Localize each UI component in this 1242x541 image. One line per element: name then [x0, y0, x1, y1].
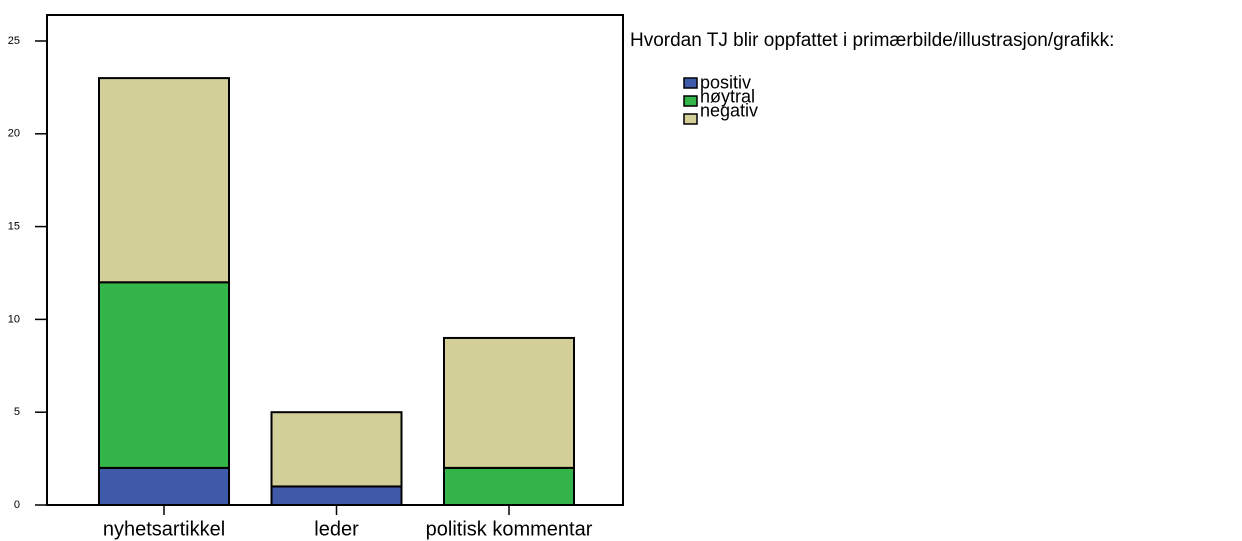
y-tick-label: 20	[8, 128, 20, 140]
y-tick-label: 15	[8, 220, 20, 232]
legend-swatch	[683, 95, 698, 107]
bar-segment	[98, 466, 230, 506]
bar-segment	[98, 281, 230, 469]
x-tick-label: leder	[314, 518, 359, 540]
y-tick-label: 5	[14, 406, 20, 418]
bar-segment	[270, 485, 403, 506]
bar-segment	[443, 466, 575, 506]
legend-swatch	[683, 113, 698, 125]
legend-title: Hvordan TJ blir oppfattet i primærbilde/…	[630, 30, 1114, 51]
x-tick-label: politisk kommentar	[426, 518, 593, 540]
bar-segment	[98, 77, 230, 284]
y-tick-label: 25	[8, 35, 20, 47]
bar-segment	[270, 411, 403, 488]
y-tick-label: 10	[8, 313, 20, 325]
legend-label: nøytral	[700, 86, 755, 106]
x-tick-label: nyhetsartikkel	[103, 518, 225, 540]
bar-segment	[443, 336, 575, 469]
legend-swatch	[683, 77, 698, 89]
legend-label: negativ	[700, 100, 758, 120]
y-tick-label: 0	[14, 499, 20, 511]
legend-label: positiv	[700, 72, 751, 92]
